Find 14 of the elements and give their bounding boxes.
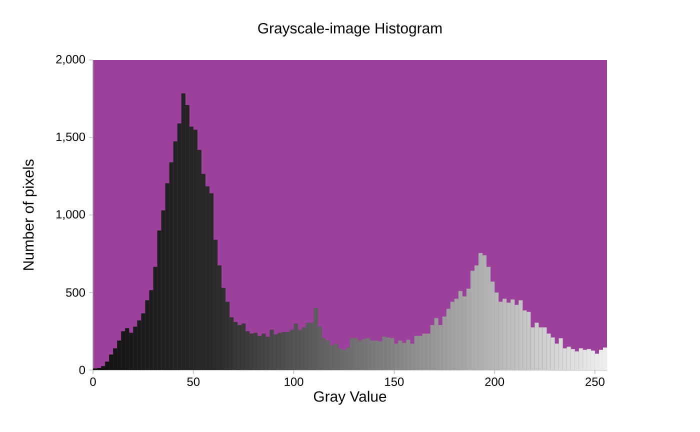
y-tick-label: 2,000 (56, 55, 86, 65)
x-tick-label: 250 (586, 378, 604, 386)
x-tick-label: 50 (187, 378, 200, 386)
x-axis-title: Gray Value (314, 390, 386, 405)
y-tick-label: 500 (66, 288, 86, 297)
y-tick-label: 0 (79, 366, 86, 374)
y-axis-title: Number of pixels (22, 160, 37, 270)
x-tick-label: 0 (90, 378, 96, 386)
x-tick-label: 150 (385, 378, 404, 386)
chart-title: Grayscale-image Histogram (258, 22, 442, 36)
y-tick-label: 1,500 (56, 132, 86, 142)
y-tick-label: 1,000 (56, 210, 86, 220)
x-tick-label: 200 (485, 378, 504, 386)
x-tick-label: 100 (284, 378, 304, 386)
